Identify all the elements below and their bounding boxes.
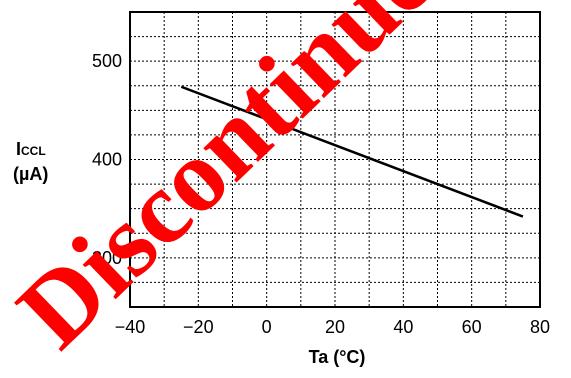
x-tick-label: 80 <box>530 317 550 337</box>
y-tick-label: 500 <box>92 51 122 71</box>
discontinued-watermark: Discontinued <box>0 0 496 370</box>
plot-frame <box>129 11 541 308</box>
x-axis-title: Ta (°C) <box>309 347 366 367</box>
y-axis-unit: (µA) <box>13 164 48 184</box>
y-axis-title-subscript: CCL <box>21 144 46 158</box>
y-axis-title: ICCL <box>16 139 46 159</box>
x-tick-label: −40 <box>115 317 146 337</box>
series-layer <box>180 85 524 218</box>
x-tick-label: 60 <box>462 317 482 337</box>
series-line <box>180 85 524 218</box>
x-axis-tick-labels: −40 −20 0 20 40 60 80 <box>115 317 550 337</box>
y-axis-tick-labels: 300 400 500 <box>92 51 122 268</box>
x-tick-label: 0 <box>262 317 272 337</box>
x-tick-label: −20 <box>183 317 214 337</box>
grid <box>130 12 540 307</box>
y-tick-label: 400 <box>92 150 122 170</box>
x-tick-label: 20 <box>325 317 345 337</box>
x-tick-label: 40 <box>393 317 413 337</box>
y-tick-label: 300 <box>92 248 122 268</box>
y-axis-title-symbol: I <box>16 139 21 159</box>
